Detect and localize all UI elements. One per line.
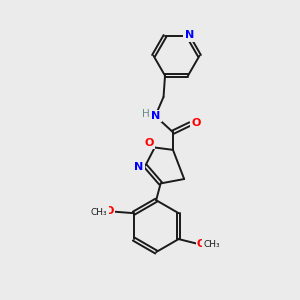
Text: O: O — [145, 138, 154, 148]
Text: CH₃: CH₃ — [203, 241, 220, 250]
Text: O: O — [191, 118, 201, 128]
Text: H: H — [142, 109, 150, 119]
Text: CH₃: CH₃ — [91, 208, 108, 217]
Text: N: N — [134, 162, 143, 172]
Text: N: N — [151, 111, 160, 121]
Text: O: O — [105, 206, 114, 216]
Text: O: O — [197, 239, 206, 249]
Text: N: N — [185, 30, 194, 40]
